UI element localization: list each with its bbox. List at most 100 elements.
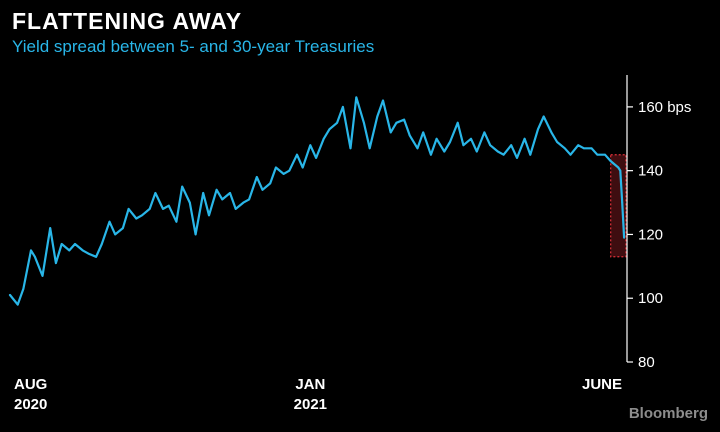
data-point <box>556 141 558 143</box>
data-point <box>621 201 624 204</box>
data-point <box>288 169 291 172</box>
data-point <box>408 134 411 137</box>
data-point <box>141 214 143 217</box>
data-point <box>569 153 572 156</box>
data-point <box>242 201 245 204</box>
data-point <box>363 121 365 124</box>
data-point <box>261 188 264 191</box>
data-point <box>296 153 298 156</box>
data-point <box>181 185 184 188</box>
data-point <box>328 128 331 131</box>
data-point <box>148 208 151 210</box>
data-point <box>604 153 606 156</box>
data-point <box>550 131 553 134</box>
data-point <box>248 198 251 201</box>
y-tick-label: 100 <box>638 290 663 307</box>
data-point <box>475 150 478 153</box>
data-point <box>135 217 138 220</box>
data-point <box>55 262 57 264</box>
data-point <box>194 233 197 236</box>
data-point <box>221 198 224 201</box>
data-point <box>68 249 71 252</box>
y-tick-label: 140 <box>638 163 663 180</box>
data-point <box>322 137 325 140</box>
data-point <box>22 287 25 290</box>
data-point <box>9 294 11 296</box>
data-point <box>376 115 379 118</box>
data-point <box>609 160 612 163</box>
data-point <box>122 227 124 230</box>
chart-subtitle: Yield spread between 5- and 30-year Trea… <box>12 37 375 56</box>
data-point <box>234 208 237 210</box>
data-point <box>502 153 505 156</box>
data-point <box>87 252 90 255</box>
data-point <box>590 147 593 150</box>
data-point <box>619 169 622 172</box>
data-point <box>30 249 32 252</box>
data-point <box>229 192 231 194</box>
data-point <box>510 144 513 147</box>
data-point <box>537 128 539 131</box>
data-point <box>175 220 178 223</box>
data-point <box>269 182 272 185</box>
x-tick-label: AUG <box>14 376 47 393</box>
data-point <box>336 121 338 124</box>
data-point <box>215 188 218 191</box>
data-point <box>202 192 205 194</box>
data-point <box>435 137 438 140</box>
data-point <box>60 243 63 245</box>
y-tick-label: 160 bps <box>638 99 691 116</box>
data-point <box>95 255 97 258</box>
data-point <box>389 131 392 134</box>
data-point <box>623 236 625 239</box>
data-point <box>315 157 317 159</box>
data-point <box>516 157 518 159</box>
highlight-layer <box>610 154 627 258</box>
data-point <box>127 208 130 210</box>
data-point <box>162 208 164 210</box>
data-point <box>403 118 405 121</box>
series-layer <box>8 96 626 306</box>
data-point <box>167 204 170 207</box>
data-point <box>355 96 358 99</box>
source-label: Bloomberg <box>628 405 708 422</box>
data-point <box>154 192 157 194</box>
data-point <box>523 137 526 140</box>
data-point <box>100 243 103 245</box>
x-tick-label-year: 2020 <box>14 396 47 413</box>
data-point <box>16 303 19 306</box>
data-point <box>342 106 344 108</box>
data-point <box>188 201 191 204</box>
data-point <box>422 131 425 134</box>
x-tick-label-year: 2021 <box>294 396 327 413</box>
y-tick-label: 120 <box>638 226 663 243</box>
data-point <box>309 144 312 147</box>
data-point <box>395 121 398 124</box>
data-point <box>462 144 465 147</box>
data-point <box>443 150 446 153</box>
highlight-box <box>610 154 627 258</box>
data-point <box>596 153 599 156</box>
data-point <box>416 147 419 150</box>
data-point <box>382 99 384 102</box>
data-point <box>483 131 486 134</box>
y-axis: 80 100 120 140 160 bps <box>626 75 691 371</box>
data-point <box>430 153 432 156</box>
data-point <box>577 144 580 147</box>
data-point <box>255 176 258 178</box>
data-point <box>617 166 620 169</box>
data-point <box>41 275 44 277</box>
data-point <box>108 220 111 223</box>
data-point <box>583 147 585 150</box>
chart-title: FLATTENING AWAY <box>12 8 243 34</box>
data-point <box>49 227 52 230</box>
x-tick-label: JAN <box>295 376 325 393</box>
data-point <box>542 115 545 118</box>
data-point <box>529 153 532 156</box>
data-point <box>34 255 36 258</box>
data-point <box>563 147 566 150</box>
data-point <box>489 144 492 147</box>
series-line <box>8 96 626 306</box>
